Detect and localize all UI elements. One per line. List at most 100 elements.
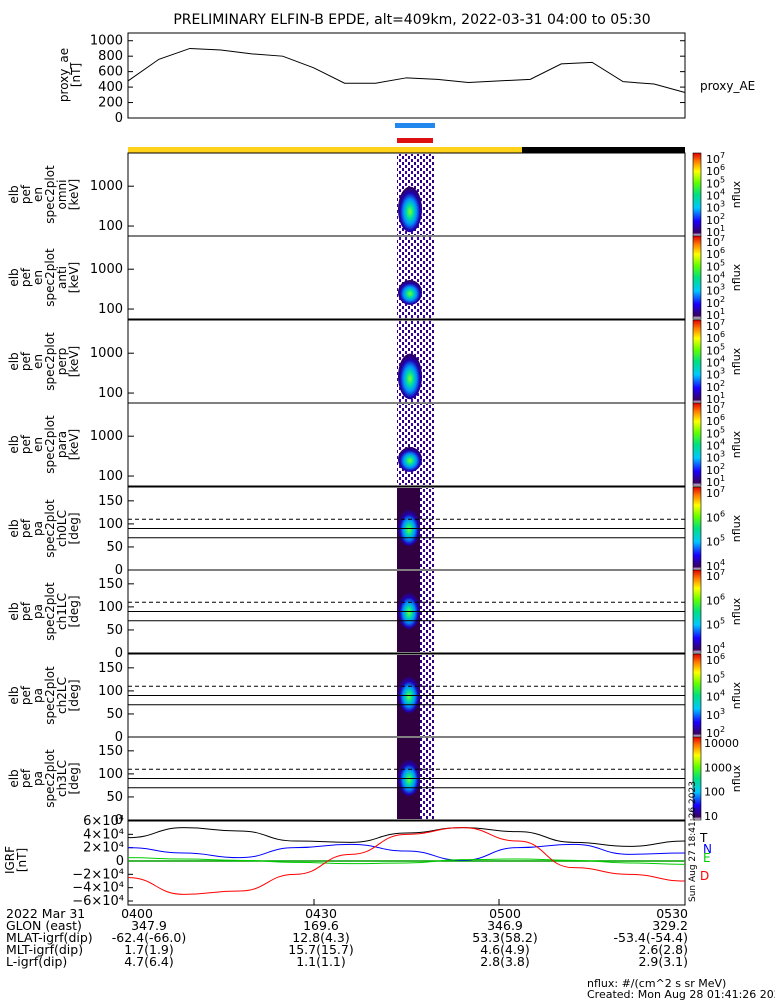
colorbar-tick-label: 101 <box>706 307 725 322</box>
colorbar-tick-base: 10 <box>706 248 720 261</box>
colorbar-tick-exp: 5 <box>720 617 725 626</box>
time-axis-value: 0430 <box>305 906 337 921</box>
colorbar-tick-base: 10 <box>706 536 720 549</box>
colorbar-tick-base: 10 <box>706 727 720 740</box>
time-axis-value: 329.2 <box>652 918 688 933</box>
proxy-ae-tick-label: 1000 <box>90 34 123 49</box>
colorbar-tick-base: 10 <box>706 332 720 345</box>
igrf-ylabel: IGRF[nT] <box>3 846 29 874</box>
colorbar-tick-label: 104 <box>706 689 725 704</box>
colorbar-tick-exp: 1 <box>720 307 725 316</box>
colorbar-tick-exp: 7 <box>720 151 725 160</box>
colorbar-tick-exp: 7 <box>720 401 725 410</box>
colorbar-tick-label: 101 <box>706 224 725 239</box>
colorbar-tick-base: 10 <box>704 810 718 823</box>
igrf-tick-label: 6×10⁴ <box>83 814 124 829</box>
time-axis-value: 2.8(3.8) <box>480 954 530 969</box>
colorbar-tick-base: 10 <box>706 487 720 500</box>
colorbar-tick-label: 10000 <box>704 737 739 750</box>
colorbar-tick-label: 107 <box>706 318 725 333</box>
spectrogram-flux-blob <box>398 186 422 233</box>
side-timestamp: Sun Aug 27 18:41:26 2023 <box>688 781 698 902</box>
spectrogram-tick-label: 100 <box>98 386 123 401</box>
colorbar-tick-label: 106 <box>706 652 725 667</box>
colorbar-tick-base: 10 <box>706 476 720 489</box>
colorbar-tick-exp: 4 <box>720 689 725 698</box>
pa-tick-label: 0 <box>115 563 123 578</box>
energy-spectrogram-0: 1000100elbpefenspec2plotomni[keV]1071061… <box>7 151 743 239</box>
colorbar-tick-exp: 7 <box>720 568 725 577</box>
colorbar-tick-base: 10 <box>706 369 720 382</box>
spectrogram-flux-blob <box>398 446 422 472</box>
colorbar-tick-label: 106 <box>706 509 725 524</box>
colorbar-tick-exp: 6 <box>720 330 725 339</box>
colorbar-tick-exp: 6 <box>720 652 725 661</box>
igrf-tick-label: −4×10⁴ <box>72 881 124 896</box>
igrf-tick-label: 4×10⁴ <box>83 827 124 842</box>
igrf-tick-label: 2×10⁴ <box>83 841 124 856</box>
time-axis-row-label: MLAT-igrf(dip) <box>6 930 93 945</box>
igrf-e-line <box>127 857 686 865</box>
colorbar <box>692 152 702 237</box>
colorbar-tick-exp: 4 <box>720 641 725 650</box>
pa-flux-blob <box>398 676 420 713</box>
footer-units: nflux: #/(cm^2 s sr MeV) <box>587 977 726 990</box>
colorbar-tick-base: 10 <box>706 236 720 249</box>
spectrogram-tick-label: 1000 <box>90 262 123 277</box>
pa-tick-label: 50 <box>106 540 123 555</box>
panel-ylabel: elbpefenspec2plotomni[keV] <box>7 165 81 224</box>
colorbar-tick-exp: 5 <box>720 258 725 267</box>
colorbar <box>692 402 702 487</box>
colorbar-tick-label: 103 <box>706 283 725 298</box>
pa-tick-label: 150 <box>98 494 123 509</box>
colorbar-tick-base: 10 <box>706 643 720 656</box>
colorbar-tick-exp: 6 <box>720 413 725 422</box>
proxy-ae-tick-label: 400 <box>98 80 123 95</box>
colorbar-tick-exp: 4 <box>720 438 725 447</box>
colorbar-tick-base: 10 <box>706 427 720 440</box>
colorbar-tick-label: 102 <box>706 295 725 310</box>
colorbar-tick-exp: 4 <box>720 271 725 280</box>
colorbar-tick-label: 1000 <box>704 761 732 774</box>
spectrogram-tick-label: 100 <box>98 219 123 234</box>
pa-tick-label: 0 <box>115 813 123 828</box>
time-axis-value: 2.9(3.1) <box>638 954 688 969</box>
time-axis-value: 169.6 <box>303 918 339 933</box>
colorbar-tick-label: 107 <box>706 401 725 416</box>
colorbar-tick-base: 10 <box>706 691 720 704</box>
colorbar-tick-label: 100 <box>704 786 725 799</box>
colorbar-tick-label: 105 <box>706 175 725 190</box>
colorbar-tick-label: 105 <box>706 670 725 685</box>
colorbar-tick-exp: 7 <box>720 485 725 494</box>
pa-tick-label: 100 <box>98 517 123 532</box>
time-axis-value: 346.9 <box>487 918 523 933</box>
colorbar-tick-base: 10 <box>706 672 720 685</box>
igrf-legend-t: T <box>699 831 708 845</box>
colorbar-tick-label: 105 <box>706 342 725 357</box>
time-axis-row-label: GLON (east) <box>6 918 82 933</box>
colorbar-tick-label: 104 <box>706 271 725 286</box>
colorbar-tick-label: 102 <box>706 212 725 227</box>
colorbar-tick-exp: 3 <box>720 283 725 292</box>
time-axis-value: 4.6(4.9) <box>480 942 530 957</box>
colorbar-tick-base: 10 <box>706 202 720 215</box>
proxy-ae-tick-label: 200 <box>98 96 123 111</box>
time-axis-row-label: 2022 Mar 31 <box>6 906 85 921</box>
colorbar-tick-base: 10 <box>706 464 720 477</box>
colorbar-tick-base: 100 <box>704 786 725 799</box>
spectrogram-tick-label: 1000 <box>90 429 123 444</box>
pa-flux-blob <box>398 592 420 629</box>
igrf-legend-e: E <box>703 851 711 865</box>
colorbar-tick-exp: 4 <box>720 188 725 197</box>
colorbar-tick-exp: 4 <box>720 355 725 364</box>
pa-flux-blob <box>398 759 420 796</box>
colorbar-tick-exp: 2 <box>720 462 725 471</box>
colorbar-tick-exp: 5 <box>720 342 725 351</box>
colorbar-tick-exp: 7 <box>720 234 725 243</box>
colorbar <box>692 653 702 738</box>
colorbar-tick-label: 104 <box>706 558 725 573</box>
spectrogram-tick-label: 100 <box>98 302 123 317</box>
proxy-ae-tick-label: 600 <box>98 65 123 80</box>
